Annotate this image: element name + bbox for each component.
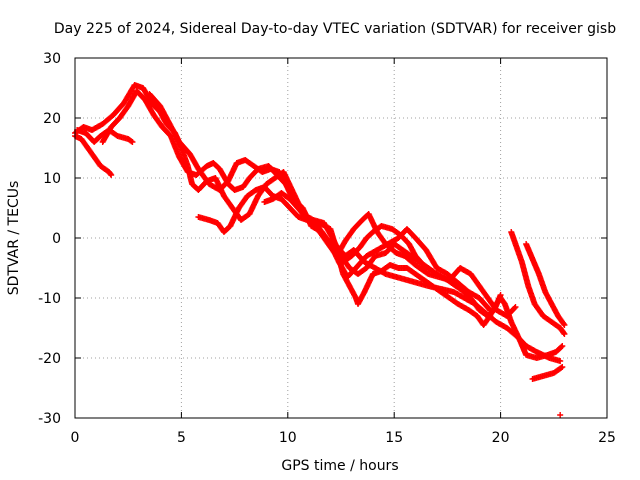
data-point (497, 292, 504, 298)
data-point (561, 322, 568, 328)
y-tick-label: 20 (43, 111, 61, 127)
data-point (486, 307, 493, 313)
series-track-12 (557, 412, 564, 418)
y-tick-label: -30 (38, 411, 61, 427)
series-track-1 (72, 133, 115, 178)
x-tick-label: 20 (492, 430, 510, 446)
y-tick-label: 30 (43, 51, 61, 67)
y-axis-label: SDTVAR / TECUs (6, 181, 22, 296)
data-point (128, 138, 135, 145)
series-track-11 (529, 364, 566, 382)
data-point (558, 343, 565, 350)
y-tick-label: -20 (38, 351, 61, 367)
data-point (512, 304, 519, 310)
data-point (557, 358, 564, 364)
plot-frame (74, 57, 608, 419)
data-point (559, 343, 566, 349)
x-tick-label: 10 (279, 430, 297, 446)
x-tick-label: 25 (598, 430, 616, 446)
data-point (558, 364, 565, 371)
data-point (561, 331, 568, 337)
series-track-7 (261, 190, 519, 319)
data-point (559, 364, 566, 370)
data-point (560, 330, 567, 336)
data-points (72, 82, 568, 418)
data-point (511, 305, 518, 311)
y-tick-label: -10 (38, 291, 61, 307)
data-point (486, 306, 493, 312)
chart-title: Day 225 of 2024, Sidereal Day-to-day VTE… (54, 21, 616, 37)
x-tick-label: 5 (177, 430, 186, 446)
y-tick-label: 10 (43, 171, 61, 187)
data-point (560, 320, 567, 327)
data-point (108, 172, 115, 178)
data-point (129, 139, 136, 145)
series-track-8 (331, 241, 564, 364)
series-track-10 (523, 241, 568, 328)
data-point (107, 171, 114, 177)
y-tick-label: 0 (52, 231, 61, 247)
series-track-9 (508, 229, 568, 337)
x-tick-label: 0 (71, 430, 80, 446)
data-point (557, 412, 564, 418)
x-tick-label: 15 (385, 430, 403, 446)
x-axis-label: GPS time / hours (281, 458, 398, 474)
